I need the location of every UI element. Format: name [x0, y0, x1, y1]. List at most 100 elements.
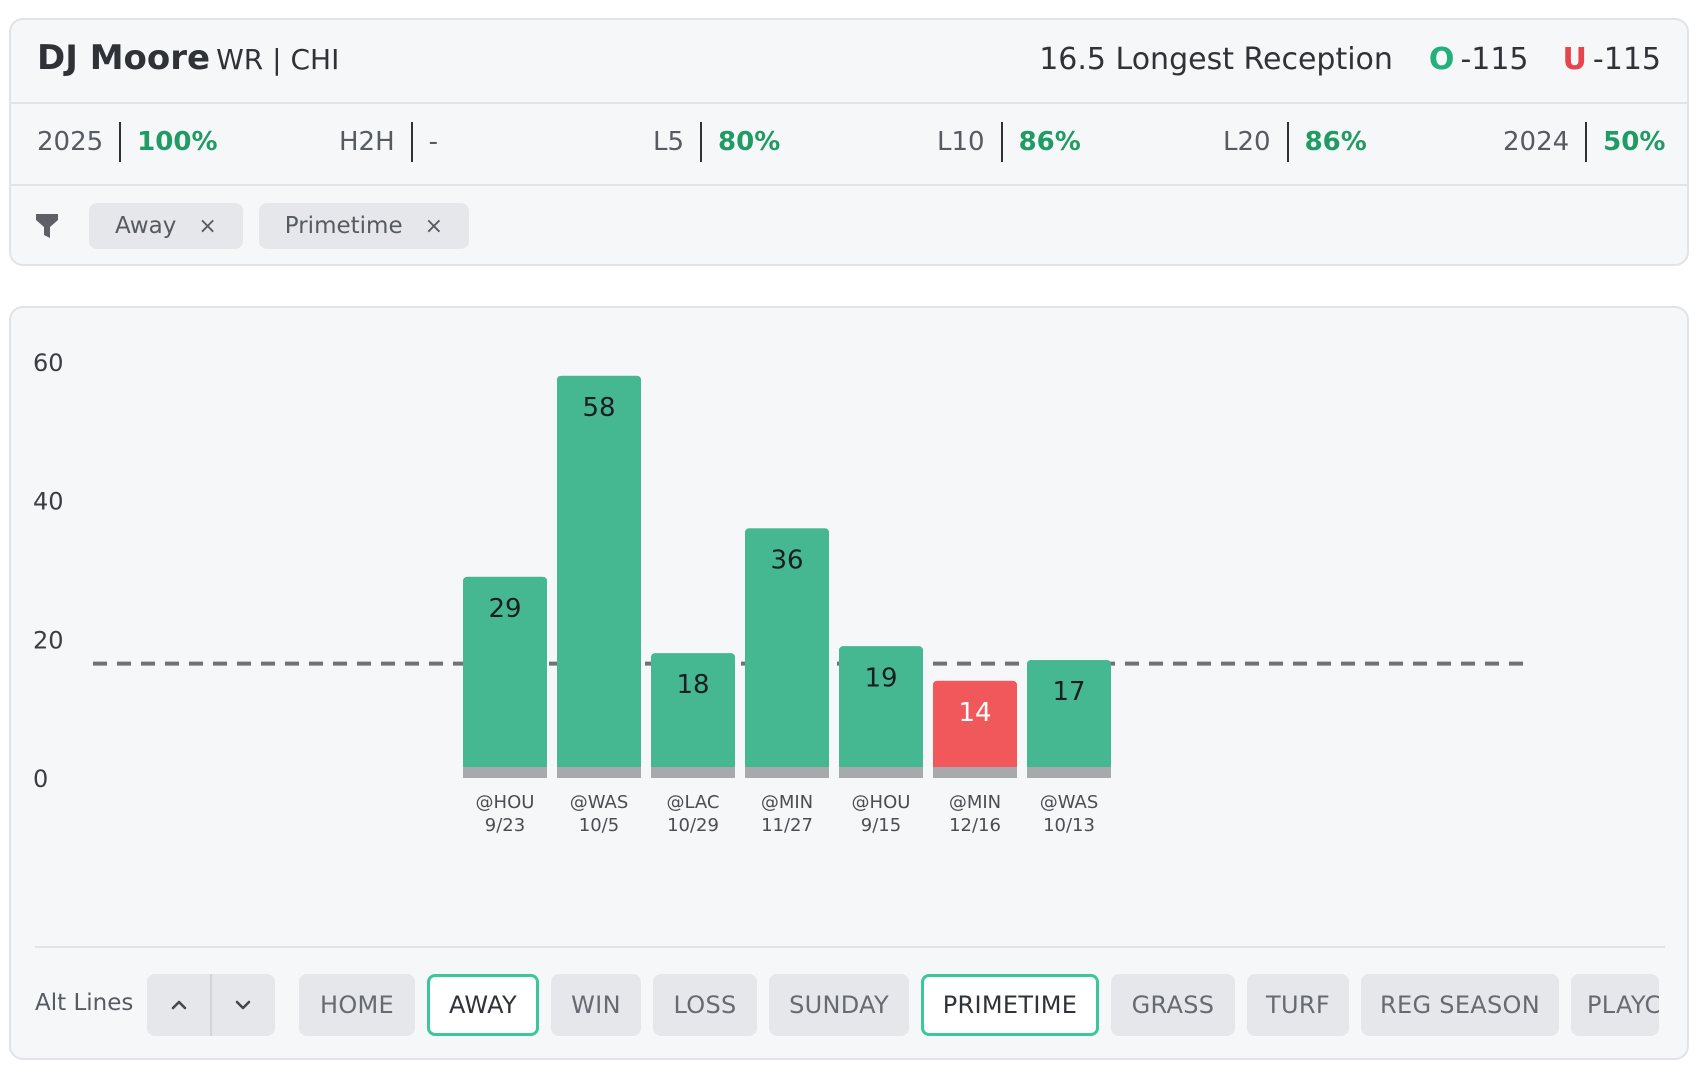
tag-playoffs[interactable]: PLAYC: [1571, 974, 1659, 1036]
prop-summary-card: DJ Moore WR | CHI 16.5 Longest Reception …: [9, 18, 1689, 266]
tag-loss[interactable]: LOSS: [653, 974, 757, 1036]
x-tick-date: 9/15: [861, 815, 901, 836]
stat-divider: [119, 122, 122, 162]
stat-label: H2H: [339, 127, 395, 157]
bar-front: [557, 375, 641, 767]
prop-line: 16.5 Longest Reception: [1039, 42, 1393, 77]
bar-chart: 020406029@HOU9/2358@WAS10/518@LAC10/2936…: [33, 349, 1531, 836]
bar-front: [933, 680, 1017, 767]
bar-base-front: [557, 767, 641, 778]
stat-divider: [1286, 122, 1289, 162]
stat-h2h[interactable]: H2H -: [339, 122, 438, 162]
close-icon[interactable]: ×: [198, 213, 217, 239]
stat-value: 100%: [137, 127, 218, 157]
bar-base-front: [745, 767, 829, 778]
filter-icon[interactable]: [35, 213, 59, 239]
x-tick-opponent: @MIN: [949, 792, 1001, 813]
prop-line-info: 16.5 Longest Reception O -115 U -115: [1039, 42, 1661, 77]
game-log-chart-card: 0 20 40 60 29 @HOU 9/23 58 @WAS 10/5 18 @LAC 10/29 36…: [9, 306, 1689, 1060]
alt-line-down-button[interactable]: [212, 974, 275, 1036]
chevron-down-icon: [236, 1000, 251, 1010]
stat-l20[interactable]: L20 86%: [1223, 122, 1367, 162]
bar-value-label: 19: [864, 663, 897, 693]
over-odds: -115: [1460, 42, 1529, 77]
stat-label: L5: [653, 127, 685, 157]
under-odds: -115: [1592, 42, 1661, 77]
chip-label: Primetime: [284, 213, 403, 239]
chart-controls: Alt Lines HOME AWAY WIN LOSS SUNDAY PRIM…: [35, 972, 1675, 1038]
under-icon: U: [1562, 42, 1587, 77]
divider: [35, 946, 1665, 948]
x-tick-date: 12/16: [949, 815, 1001, 836]
stat-value: -: [428, 127, 439, 157]
y-tick-label: 20: [33, 626, 64, 654]
bar-front: [651, 653, 735, 767]
bar-base-front: [463, 767, 547, 778]
stat-value: 80%: [718, 127, 781, 157]
tag-grass[interactable]: GRASS: [1111, 974, 1235, 1036]
under-odds-button[interactable]: U -115: [1563, 42, 1661, 77]
tag-primetime[interactable]: PRIMETIME: [921, 974, 1099, 1036]
x-tick-date: 10/5: [579, 815, 619, 836]
stat-label: 2025: [37, 127, 104, 157]
stat-value: 50%: [1603, 127, 1666, 157]
x-tick-date: 11/27: [761, 815, 813, 836]
bar-base-front: [651, 767, 735, 778]
over-odds-button[interactable]: O -115: [1429, 42, 1529, 77]
stat-l5[interactable]: L5 80%: [653, 122, 780, 162]
alt-lines-stepper: [147, 974, 275, 1036]
alt-line-up-button[interactable]: [147, 974, 210, 1036]
bar-value-label: 58: [582, 393, 615, 423]
filter-chip-away[interactable]: Away ×: [89, 203, 243, 249]
bar-front: [1027, 660, 1111, 767]
x-tick-date: 10/29: [667, 815, 719, 836]
tag-away[interactable]: AWAY: [427, 974, 539, 1036]
player-name: DJ Moore: [37, 38, 211, 78]
tag-reg-season[interactable]: REG SEASON: [1361, 974, 1559, 1036]
tag-home[interactable]: HOME: [299, 974, 415, 1036]
x-tick-date: 9/23: [485, 815, 525, 836]
player-position-team: WR | CHI: [216, 43, 340, 76]
x-tick-opponent: @WAS: [1040, 792, 1099, 813]
prop-header: DJ Moore WR | CHI 16.5 Longest Reception …: [11, 20, 1687, 102]
stat-label: 2024: [1503, 127, 1570, 157]
y-tick-label: 40: [33, 488, 64, 516]
player-title: DJ Moore WR | CHI: [37, 38, 339, 78]
stat-l10[interactable]: L10 86%: [937, 122, 1081, 162]
bar-base-front: [1027, 767, 1111, 778]
x-tick-opponent: @HOU: [476, 792, 535, 813]
stepper-divider: [210, 974, 212, 1036]
stat-divider: [410, 122, 413, 162]
filter-chip-primetime[interactable]: Primetime ×: [258, 203, 470, 249]
x-tick-opponent: @LAC: [666, 792, 719, 813]
y-tick-label: 0: [33, 765, 48, 793]
alt-lines-label: Alt Lines: [35, 990, 134, 1016]
bar-value-label: 29: [488, 594, 521, 624]
chevron-up-icon: [171, 1000, 186, 1010]
tag-turf[interactable]: TURF: [1247, 974, 1349, 1036]
x-tick-opponent: @MIN: [761, 792, 813, 813]
stat-divider: [700, 122, 703, 162]
stat-2024[interactable]: 2024 50%: [1503, 122, 1665, 162]
bar-front: [839, 646, 923, 767]
close-icon[interactable]: ×: [424, 213, 444, 239]
bar-front: [463, 576, 547, 767]
tag-win[interactable]: WIN: [551, 974, 641, 1036]
tag-sunday[interactable]: SUNDAY: [769, 974, 909, 1036]
bar-base-front: [839, 767, 923, 778]
y-tick-label: 60: [33, 349, 64, 377]
x-tick-opponent: @HOU: [852, 792, 911, 813]
stat-label: L10: [937, 127, 985, 157]
bar-value-label: 18: [676, 670, 709, 700]
stat-value: 86%: [1304, 127, 1367, 157]
active-filters: Away × Primetime ×: [35, 202, 485, 250]
stat-2025[interactable]: 2025 100%: [37, 122, 218, 162]
divider: [11, 184, 1687, 186]
bar-value-label: 36: [770, 545, 803, 575]
stat-divider: [1585, 122, 1588, 162]
divider: [11, 102, 1687, 104]
x-tick-date: 10/13: [1043, 815, 1095, 836]
x-tick-opponent: @WAS: [570, 792, 629, 813]
bar-value-label: 17: [1052, 677, 1085, 707]
hit-rate-stats: 2025 100% H2H - L5 80% L10 86% L20 86% 2024 50…: [37, 122, 1665, 162]
